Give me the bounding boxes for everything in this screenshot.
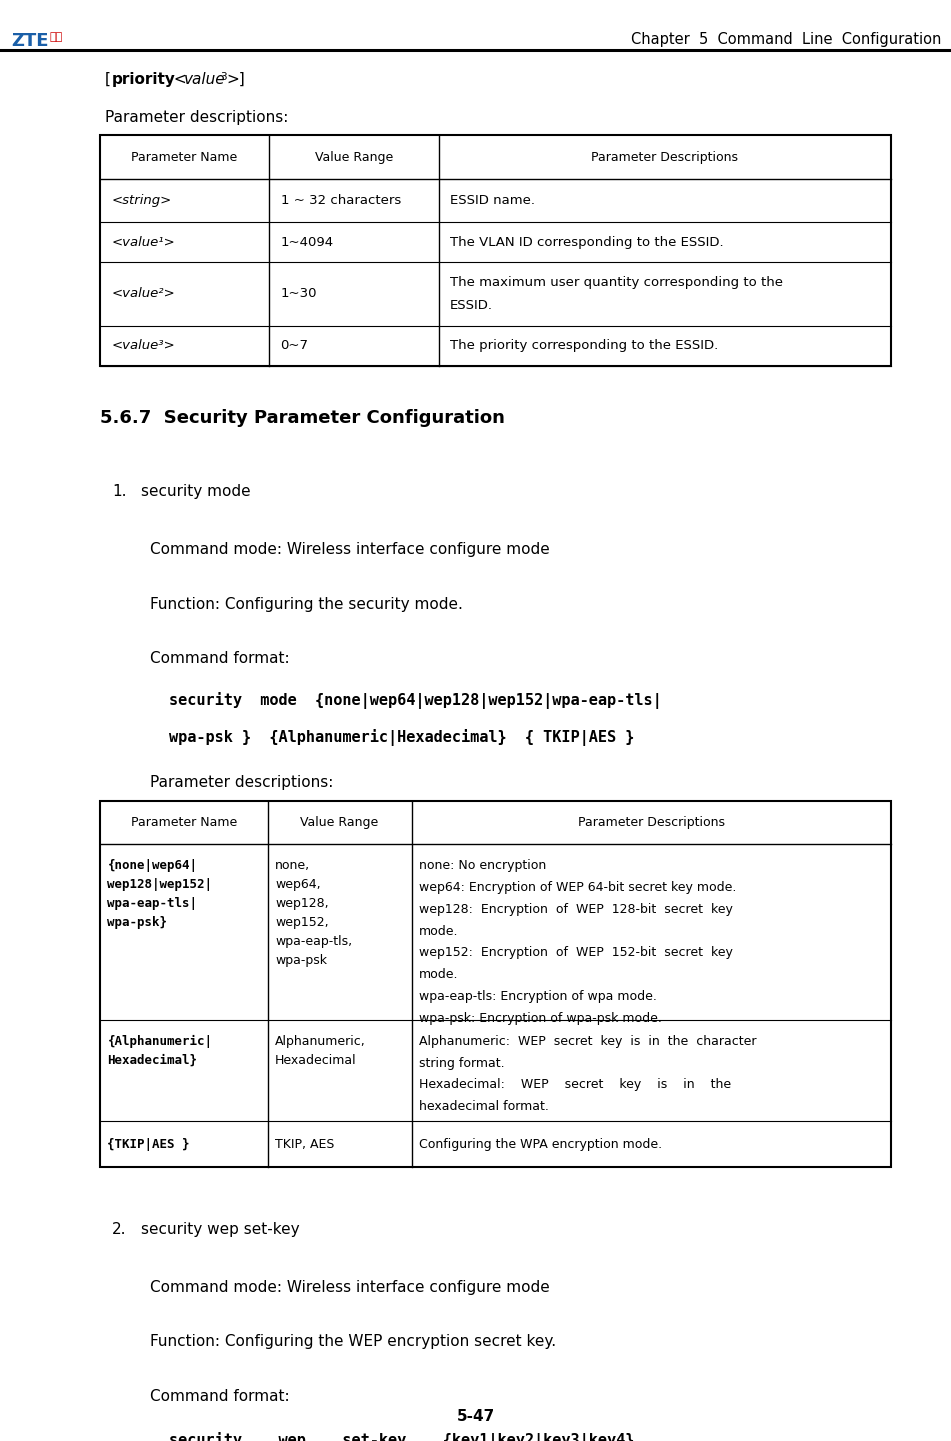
Text: Value Range: Value Range [301, 816, 378, 830]
Text: <value¹>: <value¹> [111, 235, 175, 249]
Text: priority: priority [111, 72, 175, 86]
Text: security wep set-key: security wep set-key [141, 1222, 300, 1236]
Text: mode.: mode. [419, 968, 458, 981]
Bar [100, 135, 891, 366]
Text: none: No encryption: none: No encryption [419, 859, 547, 872]
Text: wpa-eap-tls: Encryption of wpa mode.: wpa-eap-tls: Encryption of wpa mode. [419, 990, 657, 1003]
Text: <string>: <string> [111, 193, 171, 208]
Text: 1 ~ 32 characters: 1 ~ 32 characters [281, 193, 400, 208]
Text: The maximum user quantity corresponding to the: The maximum user quantity corresponding … [450, 275, 783, 290]
Text: {Alphanumeric|
Hexadecimal}: {Alphanumeric| Hexadecimal} [107, 1035, 212, 1066]
Text: 0~7: 0~7 [281, 339, 308, 353]
Text: hexadecimal format.: hexadecimal format. [419, 1101, 549, 1114]
Text: {TKIP|AES }: {TKIP|AES } [107, 1137, 190, 1151]
Text: security  mode  {none|wep64|wep128|wep152|wpa-eap-tls|: security mode {none|wep64|wep128|wep152|… [169, 692, 662, 709]
Text: Parameter Name: Parameter Name [130, 816, 237, 830]
Text: Hexadecimal:    WEP    secret    key    is    in    the: Hexadecimal: WEP secret key is in the [419, 1078, 731, 1091]
Text: ESSID name.: ESSID name. [450, 193, 534, 208]
Text: wpa-psk }  {Alphanumeric|Hexadecimal}  { TKIP|AES }: wpa-psk } {Alphanumeric|Hexadecimal} { T… [169, 729, 634, 746]
Text: Parameter descriptions:: Parameter descriptions: [150, 775, 334, 790]
Text: wpa-psk: Encryption of wpa-psk mode.: wpa-psk: Encryption of wpa-psk mode. [419, 1012, 662, 1025]
Text: <: < [169, 72, 187, 86]
Text: Parameter Descriptions: Parameter Descriptions [578, 816, 725, 830]
Text: 2.: 2. [112, 1222, 126, 1236]
Text: Parameter Name: Parameter Name [131, 150, 238, 164]
Text: security    wep    set-key    {key1|key2|key3|key4}: security wep set-key {key1|key2|key3|key… [169, 1432, 634, 1441]
Text: security mode: security mode [141, 484, 250, 499]
Bar [100, 801, 891, 1167]
Text: Command mode: Wireless interface configure mode: Command mode: Wireless interface configu… [150, 1280, 550, 1294]
Text: Function: Configuring the security mode.: Function: Configuring the security mode. [150, 597, 463, 611]
Text: The VLAN ID corresponding to the ESSID.: The VLAN ID corresponding to the ESSID. [450, 235, 724, 249]
Text: 1.: 1. [112, 484, 126, 499]
Text: {none|wep64|
wep128|wep152|
wpa-eap-tls|
wpa-psk}: {none|wep64| wep128|wep152| wpa-eap-tls|… [107, 859, 212, 929]
Text: <value²>: <value²> [111, 287, 175, 301]
Text: 1~30: 1~30 [281, 287, 317, 301]
Text: ESSID.: ESSID. [450, 298, 493, 313]
Text: Command mode: Wireless interface configure mode: Command mode: Wireless interface configu… [150, 542, 550, 556]
Text: wep152:  Encryption  of  WEP  152-bit  secret  key: wep152: Encryption of WEP 152-bit secret… [419, 947, 733, 960]
Text: value: value [184, 72, 225, 86]
Text: none,
wep64,
wep128,
wep152,
wpa-eap-tls,
wpa-psk: none, wep64, wep128, wep152, wpa-eap-tls… [275, 859, 352, 967]
Text: Alphanumeric:  WEP  secret  key  is  in  the  character: Alphanumeric: WEP secret key is in the c… [419, 1035, 757, 1048]
Text: [: [ [105, 72, 110, 86]
Text: Value Range: Value Range [315, 150, 393, 164]
Text: 3: 3 [220, 72, 226, 82]
Text: Configuring the WPA encryption mode.: Configuring the WPA encryption mode. [419, 1137, 662, 1151]
Text: 1~4094: 1~4094 [281, 235, 334, 249]
Text: 中兴: 中兴 [49, 32, 63, 42]
Text: Function: Configuring the WEP encryption secret key.: Function: Configuring the WEP encryption… [150, 1334, 556, 1349]
Text: Command format:: Command format: [150, 1389, 290, 1404]
Text: Chapter  5  Command  Line  Configuration: Chapter 5 Command Line Configuration [631, 32, 941, 46]
Text: 5-47: 5-47 [456, 1409, 495, 1424]
Text: ZTE: ZTE [11, 32, 49, 49]
Text: Alphanumeric,
Hexadecimal: Alphanumeric, Hexadecimal [275, 1035, 366, 1066]
Text: <value³>: <value³> [111, 339, 175, 353]
Text: 5.6.7  Security Parameter Configuration: 5.6.7 Security Parameter Configuration [100, 409, 505, 427]
Text: Parameter descriptions:: Parameter descriptions: [105, 110, 288, 124]
Text: wep64: Encryption of WEP 64-bit secret key mode.: wep64: Encryption of WEP 64-bit secret k… [419, 880, 737, 893]
Text: The priority corresponding to the ESSID.: The priority corresponding to the ESSID. [450, 339, 718, 353]
Text: >]: >] [226, 72, 245, 86]
Text: string format.: string format. [419, 1056, 505, 1069]
Text: Parameter Descriptions: Parameter Descriptions [592, 150, 738, 164]
Text: Command format:: Command format: [150, 651, 290, 666]
Text: wep128:  Encryption  of  WEP  128-bit  secret  key: wep128: Encryption of WEP 128-bit secret… [419, 902, 733, 915]
Text: TKIP, AES: TKIP, AES [275, 1137, 335, 1151]
Text: mode.: mode. [419, 925, 458, 938]
